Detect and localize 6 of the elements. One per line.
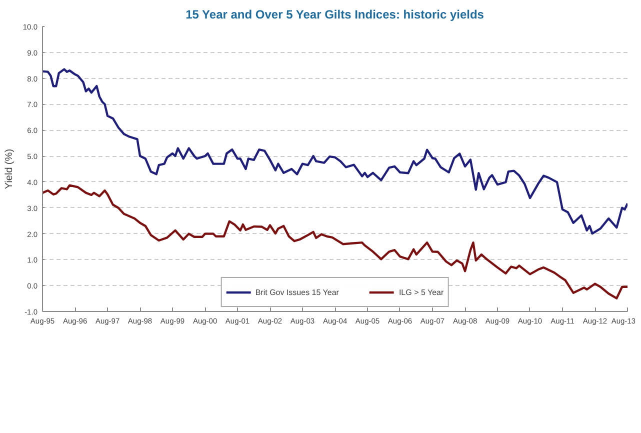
legend-label: Brit Gov Issues 15 Year xyxy=(255,288,339,296)
chart-title: 15 Year and Over 5 Year Gilts Indices: historic yields xyxy=(186,8,484,22)
line-series xyxy=(42,184,628,300)
y-axis-title: Yield (%) xyxy=(4,148,15,190)
legend-label: ILG > 5 Year xyxy=(398,288,444,296)
line-series xyxy=(42,68,628,235)
